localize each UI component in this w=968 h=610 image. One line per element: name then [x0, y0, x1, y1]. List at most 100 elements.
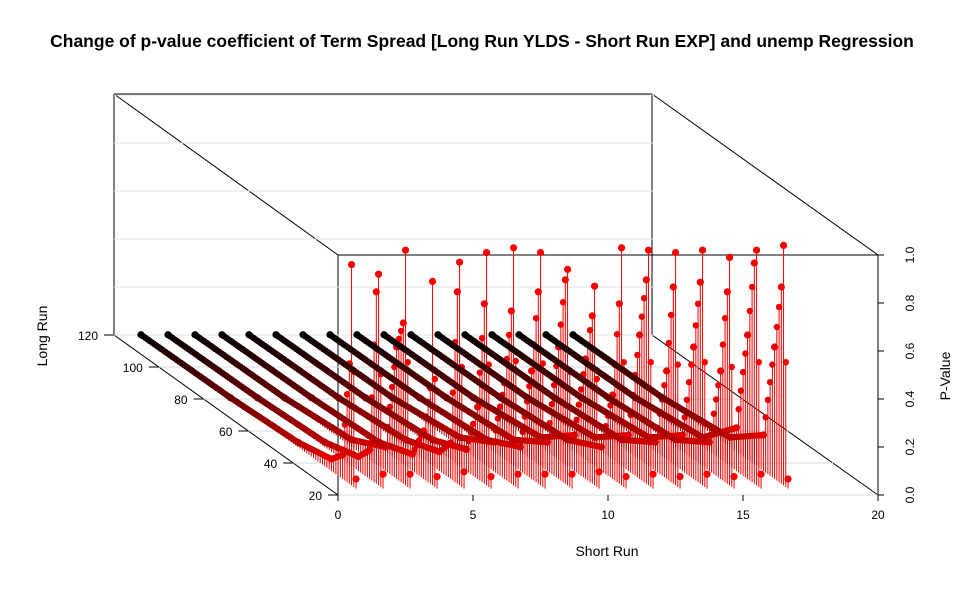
data-point — [343, 391, 351, 398]
x-axis-label: Short Run — [575, 543, 638, 559]
data-point-key — [515, 331, 523, 339]
data-point — [764, 396, 772, 403]
data-point — [586, 327, 594, 334]
data-point — [737, 387, 745, 394]
data-point-key — [497, 394, 505, 402]
data-point-key — [326, 331, 334, 339]
data-point-key — [784, 475, 792, 483]
data-point-key — [362, 394, 370, 402]
data-point-key — [618, 436, 626, 444]
data-point-key — [671, 249, 680, 257]
data-point-key — [622, 473, 630, 481]
data-point-key — [482, 249, 491, 257]
data-point — [748, 283, 756, 291]
data-point — [550, 381, 558, 389]
data-point — [397, 327, 405, 335]
data-point-key — [757, 470, 765, 478]
data-point — [634, 351, 641, 359]
data-point — [449, 389, 457, 396]
data-point-key — [434, 331, 442, 339]
data-point-key — [348, 436, 356, 444]
data-point-key — [375, 438, 383, 446]
data-point-key — [354, 453, 362, 461]
data-point-key — [453, 288, 461, 296]
data-points — [137, 241, 792, 489]
data-point-key — [678, 431, 687, 439]
y-axis-label: Long Run — [34, 306, 50, 367]
data-point — [739, 368, 747, 376]
data-point — [719, 341, 727, 348]
data-point — [647, 359, 654, 366]
box-edge-top-right — [651, 93, 879, 256]
data-point-key — [327, 455, 335, 463]
data-point — [683, 396, 691, 403]
data-point-key — [624, 431, 633, 439]
data-point-key — [541, 470, 549, 478]
data-point-key — [698, 246, 707, 254]
data-point-key — [514, 470, 522, 478]
data-point-key — [732, 424, 741, 432]
data-point-key — [483, 436, 491, 444]
z-axis-label: P-Value — [937, 351, 953, 400]
data-point — [735, 406, 742, 413]
y-tick-label: 100 — [123, 361, 143, 375]
data-point-key — [752, 246, 761, 254]
data-point — [746, 307, 754, 315]
data-point — [404, 359, 411, 366]
data-point — [755, 359, 762, 366]
data-point — [694, 300, 702, 307]
data-point — [715, 382, 722, 389]
data-point-key — [568, 470, 576, 478]
data-point — [573, 416, 580, 423]
data-point — [762, 414, 769, 421]
data-point-key — [779, 241, 788, 249]
data-point-key — [723, 288, 731, 296]
data-point-key — [374, 270, 383, 278]
data-point-key — [717, 367, 725, 375]
data-point — [665, 339, 673, 347]
y-tick-label: 120 — [78, 329, 98, 343]
data-point-key — [429, 436, 437, 444]
z-tick-label: 0.0 — [903, 486, 917, 503]
data-point-key — [245, 331, 253, 339]
data-point-key — [690, 343, 698, 351]
data-point-key — [406, 470, 414, 478]
data-point — [688, 361, 695, 368]
data-point-key — [401, 246, 410, 254]
data-point-key — [561, 276, 569, 284]
data-point — [692, 322, 700, 329]
y-tick-label: 20 — [309, 489, 323, 503]
data-point-key — [380, 331, 388, 339]
data-point — [577, 386, 585, 393]
data-point — [388, 383, 396, 391]
box-edge-top-left — [113, 93, 339, 256]
data-point-key — [399, 319, 407, 327]
data-point-key — [299, 331, 307, 339]
data-point-key — [595, 468, 603, 476]
data-point-key — [703, 470, 711, 478]
data-point-key — [551, 394, 559, 402]
data-point-key — [563, 265, 572, 273]
data-point — [661, 382, 668, 389]
data-point-key — [460, 468, 468, 476]
data-point-key — [588, 312, 596, 320]
data-point-key — [227, 394, 235, 402]
z-tick-label: 0.8 — [903, 294, 917, 311]
data-point — [532, 315, 540, 322]
data-point — [681, 414, 688, 421]
data-point-key — [335, 394, 343, 402]
z-tick-label: 0.6 — [903, 342, 917, 359]
data-point — [469, 420, 477, 428]
data-point-key — [443, 394, 451, 402]
data-point-key — [294, 438, 302, 446]
x-tick-label: 0 — [335, 508, 342, 522]
x-tick-label: 10 — [601, 508, 615, 522]
x-tick-label: 15 — [736, 508, 750, 522]
data-point — [667, 311, 675, 319]
z-tick-label: 0.4 — [903, 390, 917, 407]
data-point — [782, 359, 789, 366]
data-point-key — [605, 394, 613, 402]
data-point-key — [569, 331, 577, 339]
data-point-key — [744, 331, 752, 339]
data-point-key — [590, 282, 599, 290]
